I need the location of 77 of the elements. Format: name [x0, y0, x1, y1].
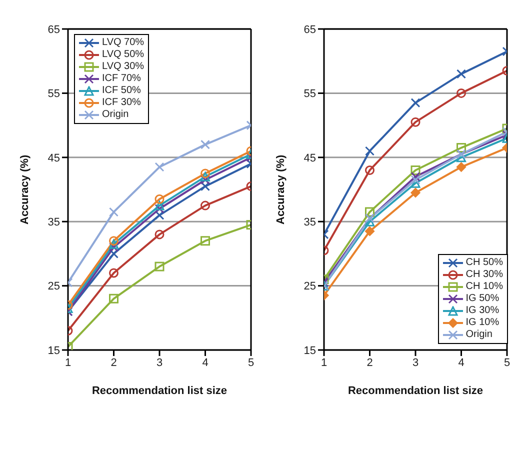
y-tick-label: 35 — [48, 216, 60, 229]
legend-label: IG 30% — [466, 305, 500, 317]
y-tick-label: 25 — [304, 280, 316, 293]
point — [154, 162, 164, 172]
legend-label: ICF 70% — [102, 73, 141, 85]
point — [456, 69, 466, 79]
point — [109, 268, 118, 278]
x-axis-title: Recommendation list size — [92, 385, 228, 397]
x-tick-label: 4 — [458, 356, 464, 369]
point — [410, 175, 420, 185]
y-tick-label: 65 — [48, 24, 60, 36]
y-tick-label: 15 — [48, 344, 60, 357]
point — [154, 230, 164, 240]
point — [456, 152, 466, 162]
y-tick-label: 35 — [304, 216, 316, 229]
y-tick-label: 45 — [48, 152, 60, 164]
point — [109, 248, 118, 258]
legend-label: IG 50% — [466, 293, 500, 305]
point — [154, 204, 164, 214]
y-axis-title: Accuracy (%) — [18, 154, 31, 224]
point — [200, 140, 210, 150]
point — [109, 242, 118, 252]
point — [154, 194, 164, 204]
y-tick-label: 55 — [48, 88, 60, 100]
point — [365, 207, 374, 217]
y-tick-label: 25 — [48, 280, 60, 293]
point — [200, 172, 210, 182]
point — [200, 168, 210, 178]
legend-label: CH 10% — [466, 281, 503, 293]
point — [109, 236, 118, 246]
point — [410, 165, 420, 175]
y-tick-label: 65 — [304, 24, 316, 36]
point — [410, 117, 420, 127]
x-tick-label: 1 — [64, 356, 72, 369]
x-axis-title: Recommendation list size — [348, 385, 484, 397]
legend-label: LVQ 70% — [102, 37, 144, 49]
legend-label: LVQ 50% — [102, 49, 144, 61]
y-axis-title: Accuracy (%) — [274, 154, 287, 224]
point — [365, 165, 374, 175]
point — [456, 143, 466, 153]
point — [109, 207, 118, 217]
point — [410, 178, 420, 188]
x-tick-label: 2 — [366, 356, 373, 369]
point — [456, 88, 466, 98]
legend-label: IG 10% — [466, 317, 500, 329]
x-tick-label: 1 — [320, 356, 328, 369]
y-tick-label: 15 — [304, 344, 316, 357]
point — [154, 200, 164, 210]
x-tick-label: 3 — [412, 356, 419, 369]
y-tick-label: 55 — [304, 88, 316, 100]
point — [109, 239, 118, 249]
x-tick-label: 2 — [110, 356, 117, 369]
x-tick-label: 5 — [504, 356, 510, 369]
point — [410, 188, 420, 198]
point — [410, 98, 420, 108]
point — [365, 146, 374, 156]
legend-label: LVQ 30% — [102, 61, 144, 73]
x-tick-label: 5 — [248, 356, 254, 369]
point — [200, 175, 210, 185]
legend-label: CH 30% — [466, 269, 503, 281]
point — [365, 216, 374, 226]
point — [456, 162, 466, 172]
point — [154, 210, 164, 220]
legend-label: ICF 50% — [102, 85, 141, 97]
point — [154, 262, 164, 272]
point — [200, 200, 210, 210]
point — [200, 236, 210, 246]
y-tick-label: 45 — [304, 152, 316, 164]
point — [365, 226, 374, 236]
legend-label: ICF 30% — [102, 97, 141, 109]
x-tick-label: 3 — [156, 356, 163, 369]
point — [200, 182, 210, 192]
legend-label: Origin — [466, 329, 492, 341]
x-tick-label: 4 — [202, 356, 208, 369]
point — [109, 294, 118, 304]
legend-label: CH 50% — [466, 257, 503, 269]
legend-label: Origin — [102, 109, 129, 121]
